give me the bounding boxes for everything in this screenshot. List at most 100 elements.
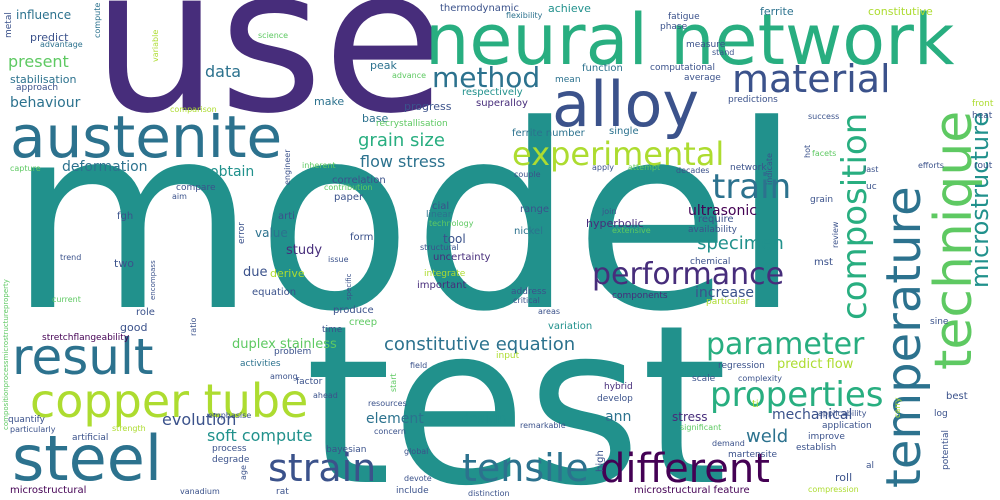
word-measure: measure [686,40,726,50]
word-experimental: experimental [512,135,725,173]
word-decades: decades [676,166,710,175]
word-function: function [582,63,623,74]
word-metal: metal [4,12,14,38]
word-constitutive: constitutive [868,5,933,18]
word-comparison: comparison [170,105,217,114]
word-nickel: nickel [514,226,543,237]
word-review: review [831,221,840,248]
word-bayesian: bayesian [326,445,367,455]
word-particularly: particularly [10,425,56,434]
word-demand: demand [712,439,745,448]
word-trend: trend [60,253,82,262]
word-data: data [205,62,242,81]
word-grain-size: grain size [358,130,445,151]
word-extensive: extensive [612,226,651,235]
word-range: range [520,204,550,215]
word-base: base [362,112,389,125]
word-recrystallisation: recrystallisation [376,119,448,129]
word-emphasise: emphasise [208,411,252,420]
word-rout: rout [974,161,993,171]
word-uc: uc [866,182,877,192]
word-good: good [120,321,148,334]
word-join: join [602,207,617,216]
word-ferrite-number: ferrite number [512,128,585,139]
word-variation: variation [548,321,593,332]
word-hyperbolic: hyperbolic [586,217,644,230]
word-resources: resources [368,399,407,408]
word-stabilisation: stabilisation [10,73,77,86]
word-inherent: inherent [302,161,336,170]
word-compute: compute [93,2,102,38]
word-compare: compare [176,183,216,193]
word-ultrasonic: ultrasonic [688,203,757,219]
word-produce: produce [333,305,374,316]
word-availability: availability [688,225,737,235]
word-properties: properties [710,375,884,415]
word-vanadium: vanadium [180,487,220,496]
word-variable: variable [151,29,160,62]
word-microstructural-feature: microstructural feature [634,485,750,496]
word-element: element [366,411,424,427]
word-contribution: contribution [324,183,373,192]
word-result: result [12,328,154,386]
word-influence: influence [16,8,72,22]
word-duplex-stainless: duplex stainless [232,337,337,352]
word-steel: steel [12,422,163,495]
word-last: last [864,165,879,174]
word-behaviour: behaviour [10,95,81,111]
word-arti: arti [278,211,295,222]
word-correlation: correlation [332,175,386,186]
word-predictions: predictions [728,95,778,105]
word-respectively: respectively [462,87,523,98]
word-field: field [410,361,428,370]
word-flexibility: flexibility [506,11,543,20]
word-application: application [822,421,872,431]
word-specimen: specimen [697,233,784,254]
word-microstructure: microstructure [966,111,994,288]
word-areas: areas [538,307,561,316]
word-strain-tensile: tensile [462,446,589,490]
word-present: present [8,52,69,71]
word-predict: predict [30,31,69,44]
word-fgh: fgh [117,211,134,222]
word-two: two [114,257,135,270]
word-progress: progress [404,100,452,113]
word-deformation: deformation [62,159,148,175]
word-form: form [350,232,374,243]
word-include: include [396,486,429,496]
word-factor: factor [296,377,323,387]
word-advance: advance [392,71,427,80]
word-weld: weld [746,426,789,447]
word-components: components [612,291,668,301]
word-achieve: achieve [548,2,591,15]
word-distinction: distinction [468,489,510,498]
word-scale: scale [692,374,716,384]
word-computational: computational [650,63,715,73]
word-address: address [511,287,547,297]
word-technology: technology [429,219,474,228]
word-require: require [698,214,734,225]
word-improve: improve [808,432,845,442]
word-stand: stand [712,48,735,57]
word-martensite: martensite [728,450,778,460]
word-role: role [136,307,155,318]
word-applicability: applicability [818,409,867,418]
word-advantage: advantage [40,40,83,49]
word-method: method [432,61,541,94]
word-train: train [712,167,792,207]
word-creep: creep [349,317,378,328]
word-roll: roll [835,471,853,484]
word-carry: carry [893,397,902,418]
word-microstructural: microstructural [10,485,87,496]
word-neural-network: neural network [425,0,955,81]
word-evolution: evolution [162,410,237,429]
word-copper-tube: copper tube [30,374,309,428]
word-value: value [255,226,288,240]
word-couple: couple [514,170,541,179]
word-remarkable: remarkable [520,421,566,430]
word-age: age [239,465,248,480]
word-performance: performance [592,257,785,292]
word-quantify: quantify [8,415,46,425]
word-complexity: complexity [738,374,782,383]
